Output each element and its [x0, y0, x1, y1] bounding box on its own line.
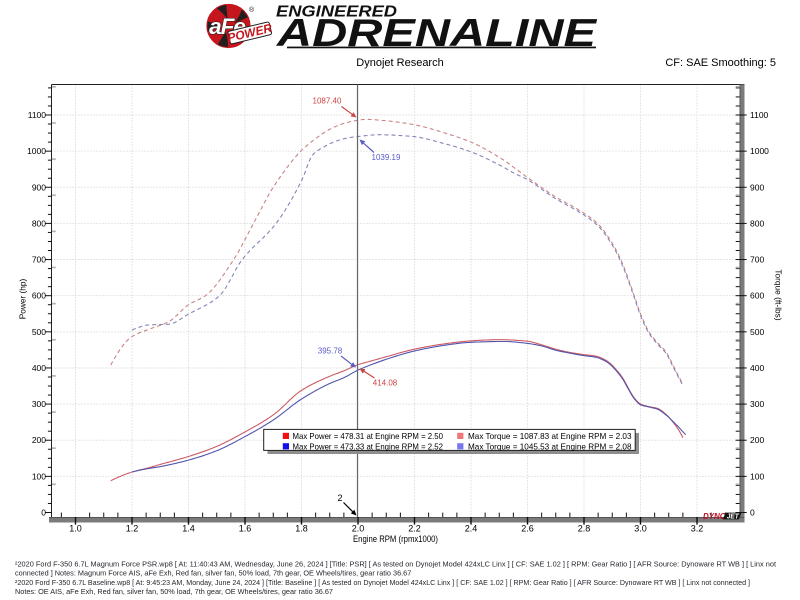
svg-text:1000: 1000 — [750, 146, 769, 156]
svg-text:2.2: 2.2 — [408, 524, 421, 534]
svg-text:1.6: 1.6 — [239, 524, 252, 534]
svg-text:0: 0 — [41, 508, 46, 518]
svg-text:2.4: 2.4 — [465, 524, 478, 534]
svg-text:1000: 1000 — [27, 146, 46, 156]
svg-text:Max Power = 473.33 at Engine R: Max Power = 473.33 at Engine RPM = 2.52 — [293, 442, 444, 452]
svg-text:395.78: 395.78 — [318, 347, 343, 356]
svg-text:300: 300 — [32, 399, 46, 409]
svg-text:Max Torque = 1045.53 at Engine: Max Torque = 1045.53 at Engine RPM = 2.0… — [468, 442, 632, 452]
svg-text:100: 100 — [32, 471, 46, 481]
svg-text:100: 100 — [750, 471, 764, 481]
svg-text:®: ® — [249, 6, 255, 14]
svg-text:1.0: 1.0 — [69, 524, 82, 534]
svg-text:500: 500 — [32, 327, 46, 337]
svg-text:Notes: OE AIS, aFe Exh, Red f: Notes: OE AIS, aFe Exh, Red fan, silver … — [15, 587, 333, 596]
svg-text:900: 900 — [750, 182, 764, 192]
svg-text:1.4: 1.4 — [182, 524, 195, 534]
svg-text:2.8: 2.8 — [578, 524, 591, 534]
svg-text:800: 800 — [750, 218, 764, 228]
svg-text:Torque (ft-lbs): Torque (ft-lbs) — [774, 269, 784, 320]
svg-text:600: 600 — [32, 291, 46, 301]
svg-text:1039.19: 1039.19 — [372, 153, 401, 162]
svg-text:Engine RPM (rpmx1000): Engine RPM (rpmx1000) — [353, 534, 438, 544]
svg-text:JET: JET — [727, 514, 740, 521]
svg-text:700: 700 — [32, 255, 46, 265]
svg-text:200: 200 — [750, 435, 764, 445]
svg-text:2.0: 2.0 — [352, 524, 365, 534]
svg-text:1100: 1100 — [750, 110, 769, 120]
svg-text:900: 900 — [32, 182, 46, 192]
svg-text:²2020 Ford F-350 6.7L Baseline: ²2020 Ford F-350 6.7L Baseline.wp8 [ At:… — [15, 578, 750, 587]
svg-text:1087.40: 1087.40 — [313, 97, 342, 106]
svg-text:600: 600 — [750, 291, 764, 301]
svg-text:1100: 1100 — [28, 110, 47, 120]
svg-text:400: 400 — [750, 363, 764, 373]
svg-text:500: 500 — [750, 327, 764, 337]
svg-text:Max Torque = 1087.83 at Engine: Max Torque = 1087.83 at Engine RPM = 2.0… — [468, 431, 632, 441]
svg-text:3.0: 3.0 — [634, 524, 647, 534]
svg-text:700: 700 — [750, 255, 764, 265]
svg-text:200: 200 — [32, 435, 46, 445]
svg-text:Power (hp): Power (hp) — [18, 278, 28, 319]
svg-text:ENGINEERED: ENGINEERED — [276, 4, 398, 21]
svg-text:connected ] Notes: Magnum Forc: connected ] Notes: Magnum Force AIS, aFe… — [15, 569, 411, 578]
svg-text:414.08: 414.08 — [373, 379, 398, 388]
svg-text:3.2: 3.2 — [691, 524, 704, 534]
svg-text:DYNO: DYNO — [703, 512, 727, 521]
svg-text:2.6: 2.6 — [521, 524, 534, 534]
svg-text:CF: SAE Smoothing: 5: CF: SAE Smoothing: 5 — [665, 57, 776, 69]
svg-text:²2020 Ford F-350 6.7L Magnum: ²2020 Ford F-350 6.7L Magnum Force PSR.w… — [15, 560, 776, 569]
svg-text:1.2: 1.2 — [126, 524, 139, 534]
svg-text:Dynojet Research: Dynojet Research — [356, 57, 443, 69]
svg-text:1.8: 1.8 — [295, 524, 308, 534]
svg-text:ADRENALINE: ADRENALINE — [276, 12, 597, 55]
svg-text:0: 0 — [750, 508, 755, 518]
svg-text:400: 400 — [32, 363, 46, 373]
svg-text:800: 800 — [32, 218, 46, 228]
svg-text:Max Power = 478.31 at Engine R: Max Power = 478.31 at Engine RPM = 2.50 — [293, 431, 444, 441]
svg-text:2: 2 — [337, 493, 342, 503]
svg-text:300: 300 — [750, 399, 764, 409]
